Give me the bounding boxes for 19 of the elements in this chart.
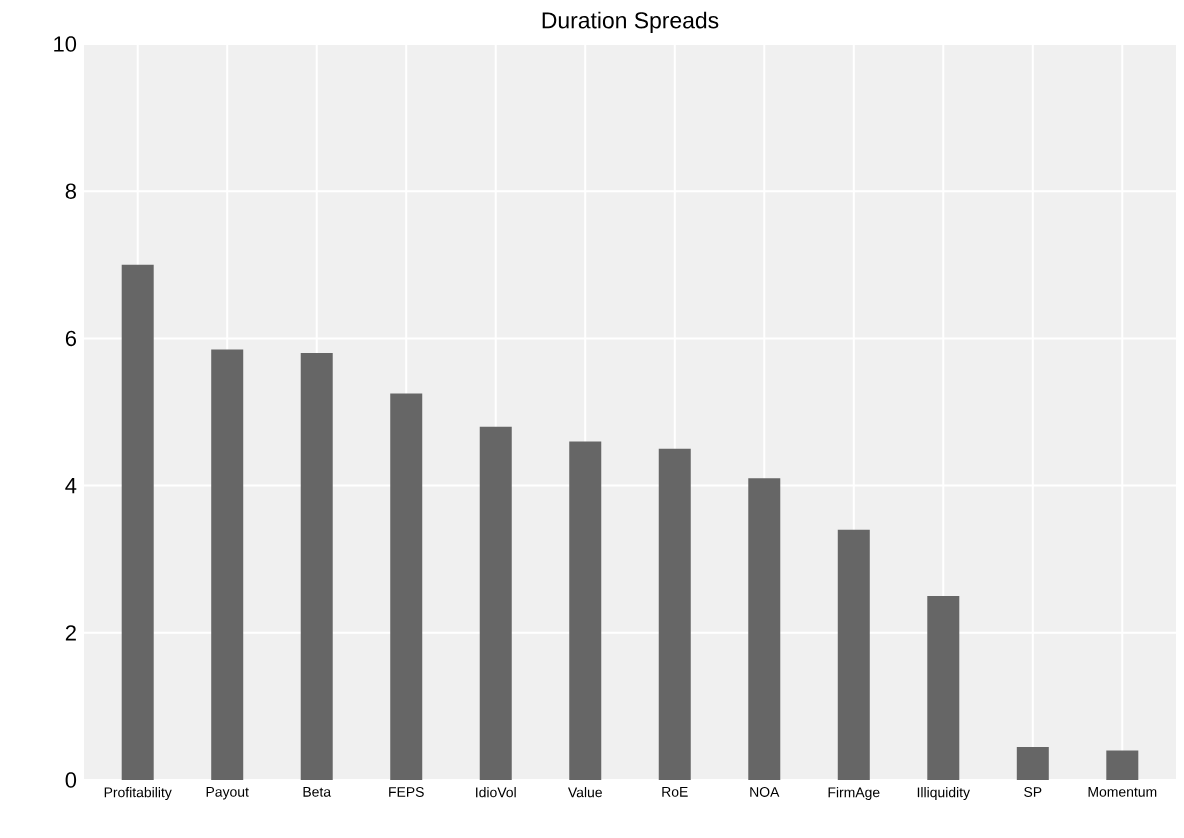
- chart-title: Duration Spreads: [542, 11, 719, 33]
- y-tick-label: 8: [65, 183, 76, 199]
- bar: [211, 349, 244, 780]
- bar: [658, 448, 691, 780]
- bar: [479, 426, 512, 780]
- bar: [300, 353, 333, 780]
- bar: [1016, 746, 1049, 780]
- bar: [390, 393, 423, 780]
- y-tick-label: 0: [65, 772, 77, 788]
- bar: [569, 441, 602, 780]
- bar: [748, 478, 781, 780]
- bar: [1106, 750, 1139, 780]
- bar: [121, 264, 154, 780]
- y-tick-label: 2: [65, 625, 76, 641]
- bar: [837, 529, 870, 780]
- y-tick-label: 6: [65, 330, 76, 347]
- bar: [927, 596, 960, 780]
- y-tick-label: 4: [65, 478, 77, 494]
- y-tick-label: 10: [54, 36, 77, 52]
